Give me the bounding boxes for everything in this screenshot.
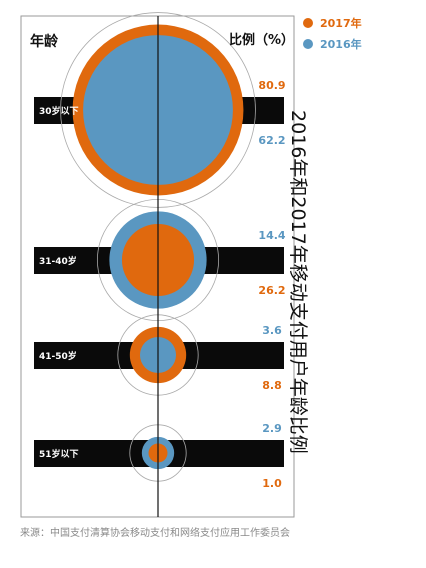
category-label: 30岁以下: [39, 105, 79, 117]
data-label: 80.9: [258, 79, 285, 92]
data-label: 62.2: [258, 134, 285, 147]
legend-label-2017: 2017年: [320, 16, 362, 30]
value-labels: 80.9 62.2 14.4 26.2 3.6 8.8 2.9 1.0: [258, 79, 285, 490]
data-label: 26.2: [258, 284, 285, 297]
legend-marker-2017: [303, 18, 313, 28]
chart-title: 2016年和2017年移动支付用户年龄比例: [287, 110, 309, 454]
data-label: 14.4: [258, 229, 285, 242]
legend: 2017年 2016年: [303, 16, 362, 51]
legend-marker-2016: [303, 39, 313, 49]
data-label: 8.8: [262, 379, 282, 392]
category-label: 51岁以下: [39, 448, 79, 460]
source-note: 来源：中国支付清算协会移动支付和网络支付应用工作委员会: [20, 526, 290, 539]
ratio-column-header: 比例（%）: [229, 32, 294, 48]
category-labels: 30岁以下 31-40岁 41-50岁 51岁以下: [39, 105, 79, 460]
data-label: 2.9: [262, 422, 282, 435]
age-column-header: 年龄: [30, 33, 59, 50]
category-label: 41-50岁: [39, 350, 77, 362]
data-label: 1.0: [262, 477, 282, 490]
data-label: 3.6: [262, 324, 282, 337]
category-label: 31-40岁: [39, 255, 77, 267]
legend-label-2016: 2016年: [320, 37, 362, 51]
